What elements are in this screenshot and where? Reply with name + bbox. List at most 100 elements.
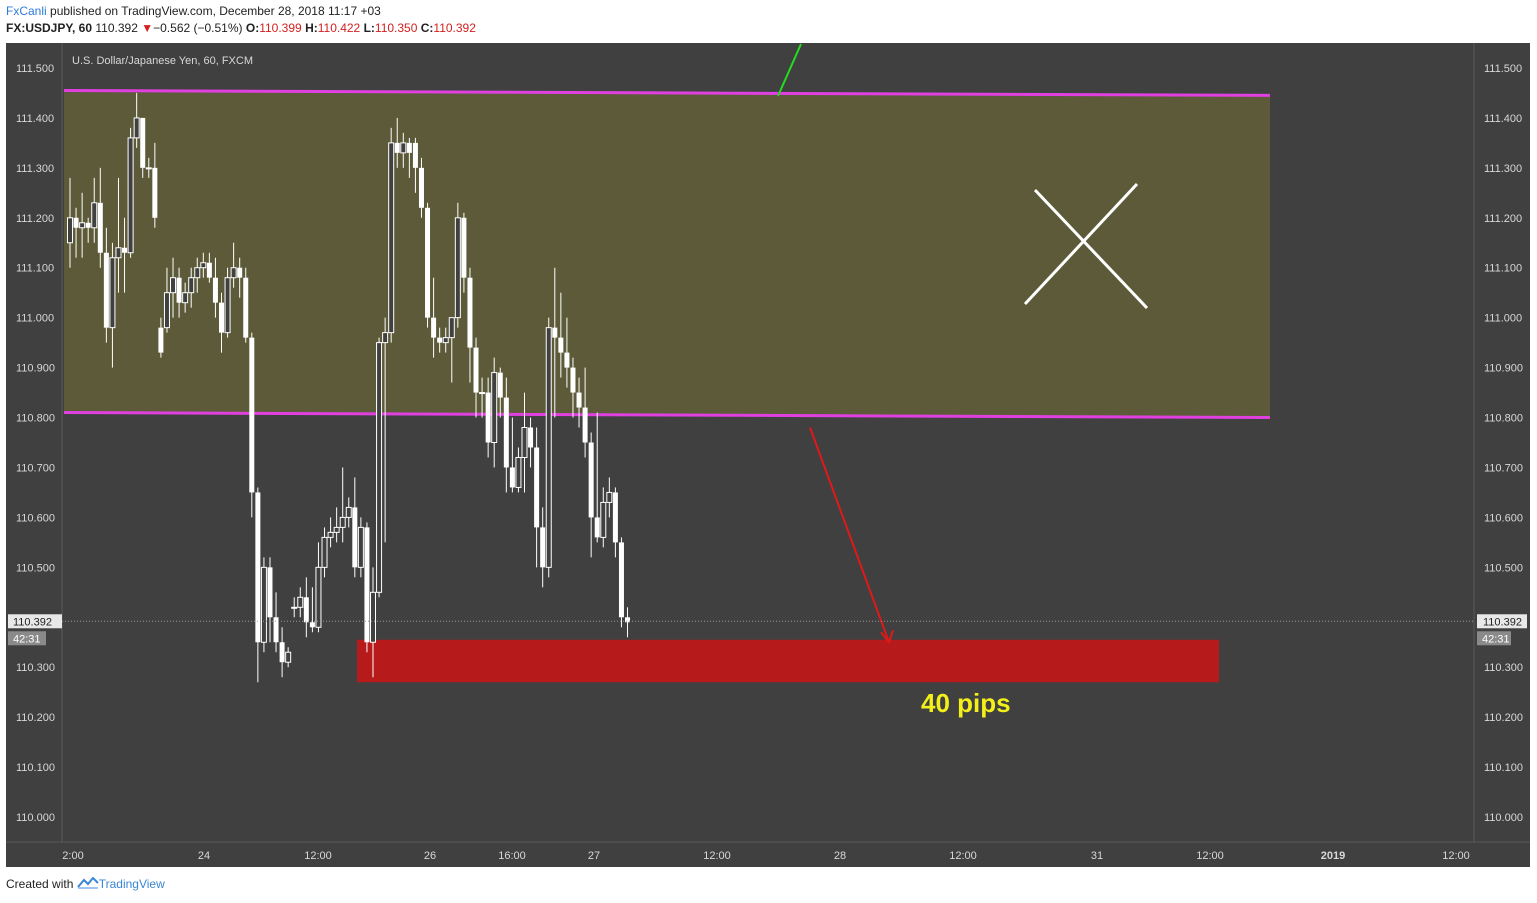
y-tick-label-right: 110.500 — [1484, 562, 1523, 574]
candle — [79, 192, 86, 258]
candle — [109, 242, 116, 368]
close-label: C: — [420, 21, 434, 35]
candle — [279, 627, 285, 678]
candle-body-up — [370, 591, 376, 643]
symbol-label: FX:USDJPY, 60 — [6, 21, 93, 35]
y-tick-label-right: 110.200 — [1484, 712, 1523, 724]
candle — [479, 377, 486, 418]
candle-body-down — [582, 407, 588, 443]
tradingview-logo-icon — [76, 876, 99, 892]
target-arrow-line — [809, 427, 890, 643]
publish-info: FxCanli published on TradingView.com, De… — [6, 4, 381, 18]
candle-body-down — [612, 492, 618, 543]
low-value: 110.350 — [374, 21, 418, 35]
candle-body-up — [170, 277, 177, 294]
y-tick-label-right: 111.000 — [1484, 313, 1522, 325]
candle — [442, 327, 449, 353]
candle — [448, 317, 455, 383]
candle — [273, 592, 279, 653]
candle-body-down — [594, 517, 600, 538]
candle — [394, 117, 400, 168]
candle-body-up — [297, 596, 304, 608]
author-link[interactable]: FxCanli — [6, 4, 47, 18]
candle — [127, 127, 134, 258]
y-tick-label-right: 110.800 — [1484, 413, 1523, 425]
candle — [491, 357, 498, 468]
candle — [509, 417, 515, 493]
candle-body-down — [352, 507, 358, 568]
candle — [625, 607, 631, 638]
candle — [206, 252, 212, 283]
candle-body-up — [194, 267, 201, 279]
ohlc-line: FX:USDJPY, 60 110.392 ▼−0.562 (−0.51%) O… — [6, 21, 476, 35]
candle-body-up — [491, 372, 498, 443]
candle-body-down — [212, 277, 218, 303]
candle-body-down — [418, 167, 424, 208]
candle-body-down — [552, 327, 558, 338]
candle-body-up — [79, 222, 86, 229]
current-price-badge-left — [8, 614, 62, 629]
candle — [521, 392, 528, 493]
candle-body-up — [400, 142, 407, 154]
candle-body-down — [509, 467, 515, 488]
y-tick-label-left: 110.100 — [16, 762, 55, 774]
candle — [370, 567, 376, 678]
axes: 111.500 111.500 111.400 111.400 111.300 111.3… — [8, 63, 1527, 862]
y-tick-label-left: 111.000 — [16, 313, 54, 325]
candle-body-down — [176, 277, 182, 303]
last-price: 110.392 — [95, 21, 138, 35]
candle — [606, 477, 613, 518]
candle-body-up — [600, 501, 607, 538]
candle-body-up — [200, 262, 207, 269]
candle — [528, 417, 534, 468]
candle-body-down — [564, 352, 570, 368]
candle — [182, 282, 189, 313]
candle — [545, 317, 552, 578]
candle — [418, 157, 424, 218]
y-tick-label-left: 110.700 — [16, 462, 55, 474]
cross-mark-line-b — [1023, 182, 1139, 306]
candle-body-down — [255, 492, 261, 643]
candle-body-down — [249, 337, 255, 493]
y-tick-label-right: 111.100 — [1484, 263, 1522, 275]
target-label: 40 pips — [921, 688, 1011, 718]
footer: Created with TradingView — [6, 876, 165, 892]
candle — [515, 447, 522, 493]
y-tick-label-left: 111.200 — [16, 213, 54, 225]
candle-body-down — [279, 642, 285, 663]
x-tick-label: 26 — [424, 850, 436, 862]
candle — [570, 357, 576, 418]
candle — [188, 267, 195, 308]
candle-body-down — [437, 337, 443, 343]
target-zone — [357, 639, 1219, 683]
current-price-text-left: 110.392 — [13, 616, 52, 628]
candle — [382, 317, 389, 543]
candle — [163, 267, 170, 333]
candle-body-up — [224, 277, 231, 334]
candle-body-down — [625, 617, 631, 623]
x-tick-label: 27 — [588, 850, 600, 862]
tradingview-link[interactable]: TradingView — [98, 877, 165, 891]
price-change: −0.562 (−0.51%) — [153, 21, 243, 35]
candle — [376, 337, 383, 598]
candle — [540, 507, 546, 588]
candle-body-up — [382, 332, 389, 344]
x-tick-label: 31 — [1091, 850, 1103, 862]
candle — [260, 557, 267, 653]
candle-body-up — [333, 526, 340, 533]
candle — [133, 92, 140, 148]
candle-body-up — [521, 427, 528, 458]
candle-body-down — [364, 527, 370, 643]
candle-body-up — [67, 217, 73, 244]
candle — [219, 292, 224, 353]
target-arrow-head — [880, 629, 894, 645]
x-tick-label: 12:00 — [1442, 850, 1470, 862]
candle — [412, 137, 418, 193]
candle — [303, 577, 309, 638]
y-tick-label-right: 110.100 — [1484, 762, 1523, 774]
y-tick-label-left: 110.200 — [16, 712, 55, 724]
candle-body-up — [606, 491, 613, 503]
candle-body-down — [570, 367, 576, 393]
candle-body-up — [515, 456, 522, 488]
